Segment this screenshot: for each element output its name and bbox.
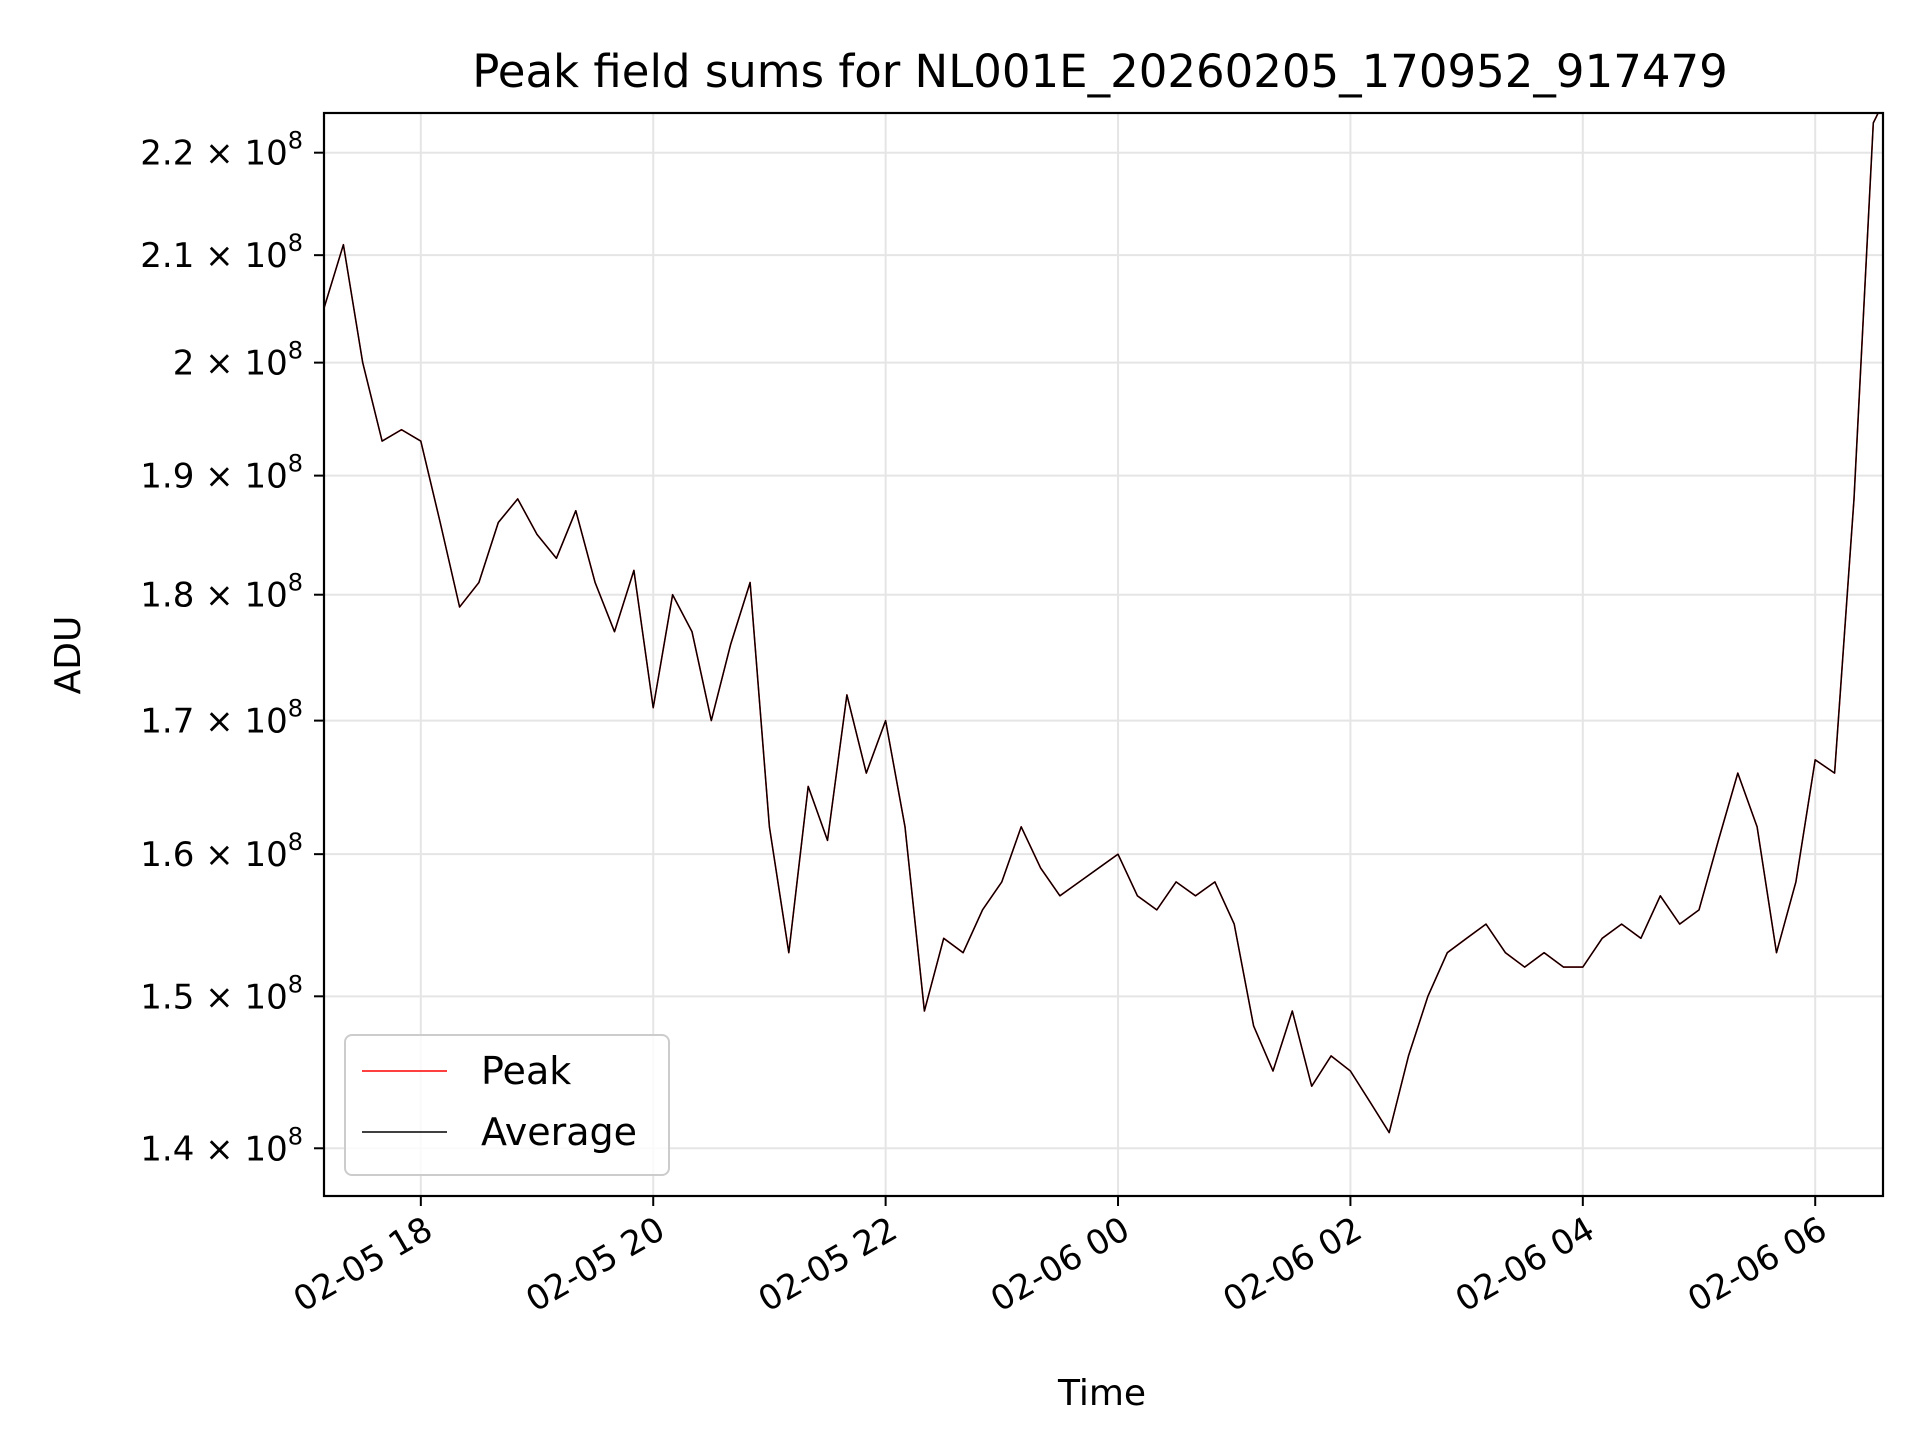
y-tick-label: 1.7 × 108 (140, 695, 303, 742)
legend: Peak Average (344, 1034, 670, 1176)
series-line-average (324, 113, 1879, 1134)
legend-box (344, 1034, 670, 1176)
plot-frame (322, 111, 1885, 1198)
y-tick-label: 2.2 × 108 (140, 127, 303, 174)
y-tick-label: 2.1 × 108 (140, 229, 303, 276)
y-axis: 1.4 × 108 1.5 × 108 1.6 × 108 1.7 × 108 1.8 … (140, 127, 324, 1169)
y-tick-label: 1.4 × 108 (140, 1122, 303, 1169)
x-axis-label: Time (1057, 1373, 1146, 1414)
y-axis-label: ADU (48, 616, 89, 695)
y-tick-label: 1.5 × 108 (140, 970, 303, 1017)
legend-label-peak: Peak (481, 1049, 571, 1093)
chart-title: Peak field sums for NL001E_20260205_1709… (472, 45, 1727, 98)
y-tick-label: 1.8 × 108 (140, 569, 303, 616)
plot-area (324, 113, 1880, 1134)
grid-lines (324, 113, 1883, 1196)
y-tick-label: 1.9 × 108 (140, 450, 303, 497)
y-tick-label: 2 × 108 (173, 337, 303, 384)
legend-label-average: Average (481, 1110, 637, 1154)
series-lines (324, 113, 1880, 1134)
y-tick-label: 1.6 × 108 (140, 828, 303, 875)
